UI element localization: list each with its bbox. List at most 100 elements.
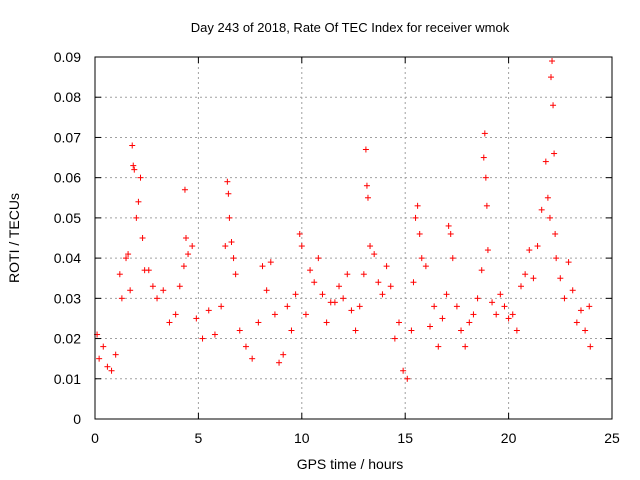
y-tick-label: 0.05 <box>54 210 81 226</box>
x-tick-label: 10 <box>294 430 310 446</box>
data-point <box>130 162 137 169</box>
y-tick-label: 0.02 <box>54 331 81 347</box>
data-point <box>391 335 398 342</box>
data-point <box>100 343 107 350</box>
data-points <box>94 58 594 382</box>
x-tick-label: 20 <box>501 430 517 446</box>
data-point <box>561 295 568 302</box>
data-point <box>236 327 243 334</box>
data-point <box>375 279 382 286</box>
data-point <box>509 311 516 318</box>
data-point <box>364 194 371 201</box>
data-point <box>497 291 504 298</box>
data-point <box>553 255 560 262</box>
data-point <box>181 186 188 193</box>
data-point <box>228 239 235 246</box>
data-point <box>363 182 370 189</box>
data-point <box>232 271 239 278</box>
data-point <box>319 291 326 298</box>
chart-title: Day 243 of 2018, Rate Of TEC Index for r… <box>191 20 510 35</box>
data-point <box>344 271 351 278</box>
data-point <box>112 351 119 358</box>
data-point <box>104 363 111 370</box>
data-point <box>586 303 593 310</box>
y-axis-label: ROTI / TECUs <box>6 193 22 283</box>
data-point <box>410 279 417 286</box>
data-point <box>443 291 450 298</box>
y-tick-label: 0.08 <box>54 89 81 105</box>
data-point <box>292 291 299 298</box>
data-point <box>180 263 187 270</box>
data-point <box>323 319 330 326</box>
data-point <box>573 319 580 326</box>
data-point <box>296 230 303 237</box>
data-point <box>189 243 196 250</box>
data-point <box>412 214 419 221</box>
data-point <box>288 327 295 334</box>
y-tick-label: 0.03 <box>54 290 81 306</box>
data-point <box>348 307 355 314</box>
data-point <box>129 142 136 149</box>
data-point <box>145 267 152 274</box>
data-point <box>587 343 594 350</box>
data-point <box>242 343 249 350</box>
data-point <box>387 283 394 290</box>
data-point <box>400 367 407 374</box>
data-point <box>518 283 525 290</box>
data-point <box>501 303 508 310</box>
data-point <box>489 299 496 306</box>
data-point <box>225 190 232 197</box>
data-point <box>395 319 402 326</box>
data-point <box>422 263 429 270</box>
data-point <box>447 230 454 237</box>
axis-ticks: 0 0.01 0.02 0.03 0.04 0.05 0.06 0.07 0.08 0.09 0 5 1… <box>54 49 620 446</box>
data-point <box>547 74 554 81</box>
data-point <box>569 287 576 294</box>
data-point <box>131 166 138 173</box>
data-point <box>149 283 156 290</box>
data-point <box>379 291 386 298</box>
data-point <box>383 263 390 270</box>
data-point <box>404 375 411 382</box>
data-point <box>259 263 266 270</box>
data-point <box>530 275 537 282</box>
y-tick-label: 0.09 <box>54 49 81 65</box>
data-point <box>439 315 446 322</box>
data-point <box>125 251 132 258</box>
data-point <box>466 319 473 326</box>
data-point <box>538 206 545 213</box>
data-point <box>302 311 309 318</box>
data-point <box>546 214 553 221</box>
data-point <box>565 259 572 266</box>
data-point <box>276 359 283 366</box>
data-point <box>550 102 557 109</box>
data-point <box>137 174 144 181</box>
data-point <box>362 146 369 153</box>
x-tick-label: 25 <box>604 430 620 446</box>
data-point <box>414 202 421 209</box>
data-point <box>193 315 200 322</box>
x-tick-label: 15 <box>397 430 413 446</box>
data-point <box>416 230 423 237</box>
data-point <box>340 295 347 302</box>
data-point <box>255 319 262 326</box>
data-point <box>199 335 206 342</box>
data-point <box>263 287 270 294</box>
data-point <box>182 235 189 241</box>
data-point <box>482 174 489 181</box>
data-point <box>108 367 115 374</box>
data-point <box>135 198 142 205</box>
data-point <box>118 295 125 302</box>
data-point <box>127 287 134 294</box>
data-point <box>352 327 359 334</box>
data-point <box>280 351 287 358</box>
data-point <box>445 222 452 229</box>
data-point <box>577 307 584 314</box>
y-tick-label: 0.07 <box>54 129 81 145</box>
data-point <box>160 287 167 294</box>
data-point <box>96 355 103 362</box>
data-point <box>116 271 123 278</box>
data-point <box>267 259 274 266</box>
data-point <box>526 247 533 254</box>
